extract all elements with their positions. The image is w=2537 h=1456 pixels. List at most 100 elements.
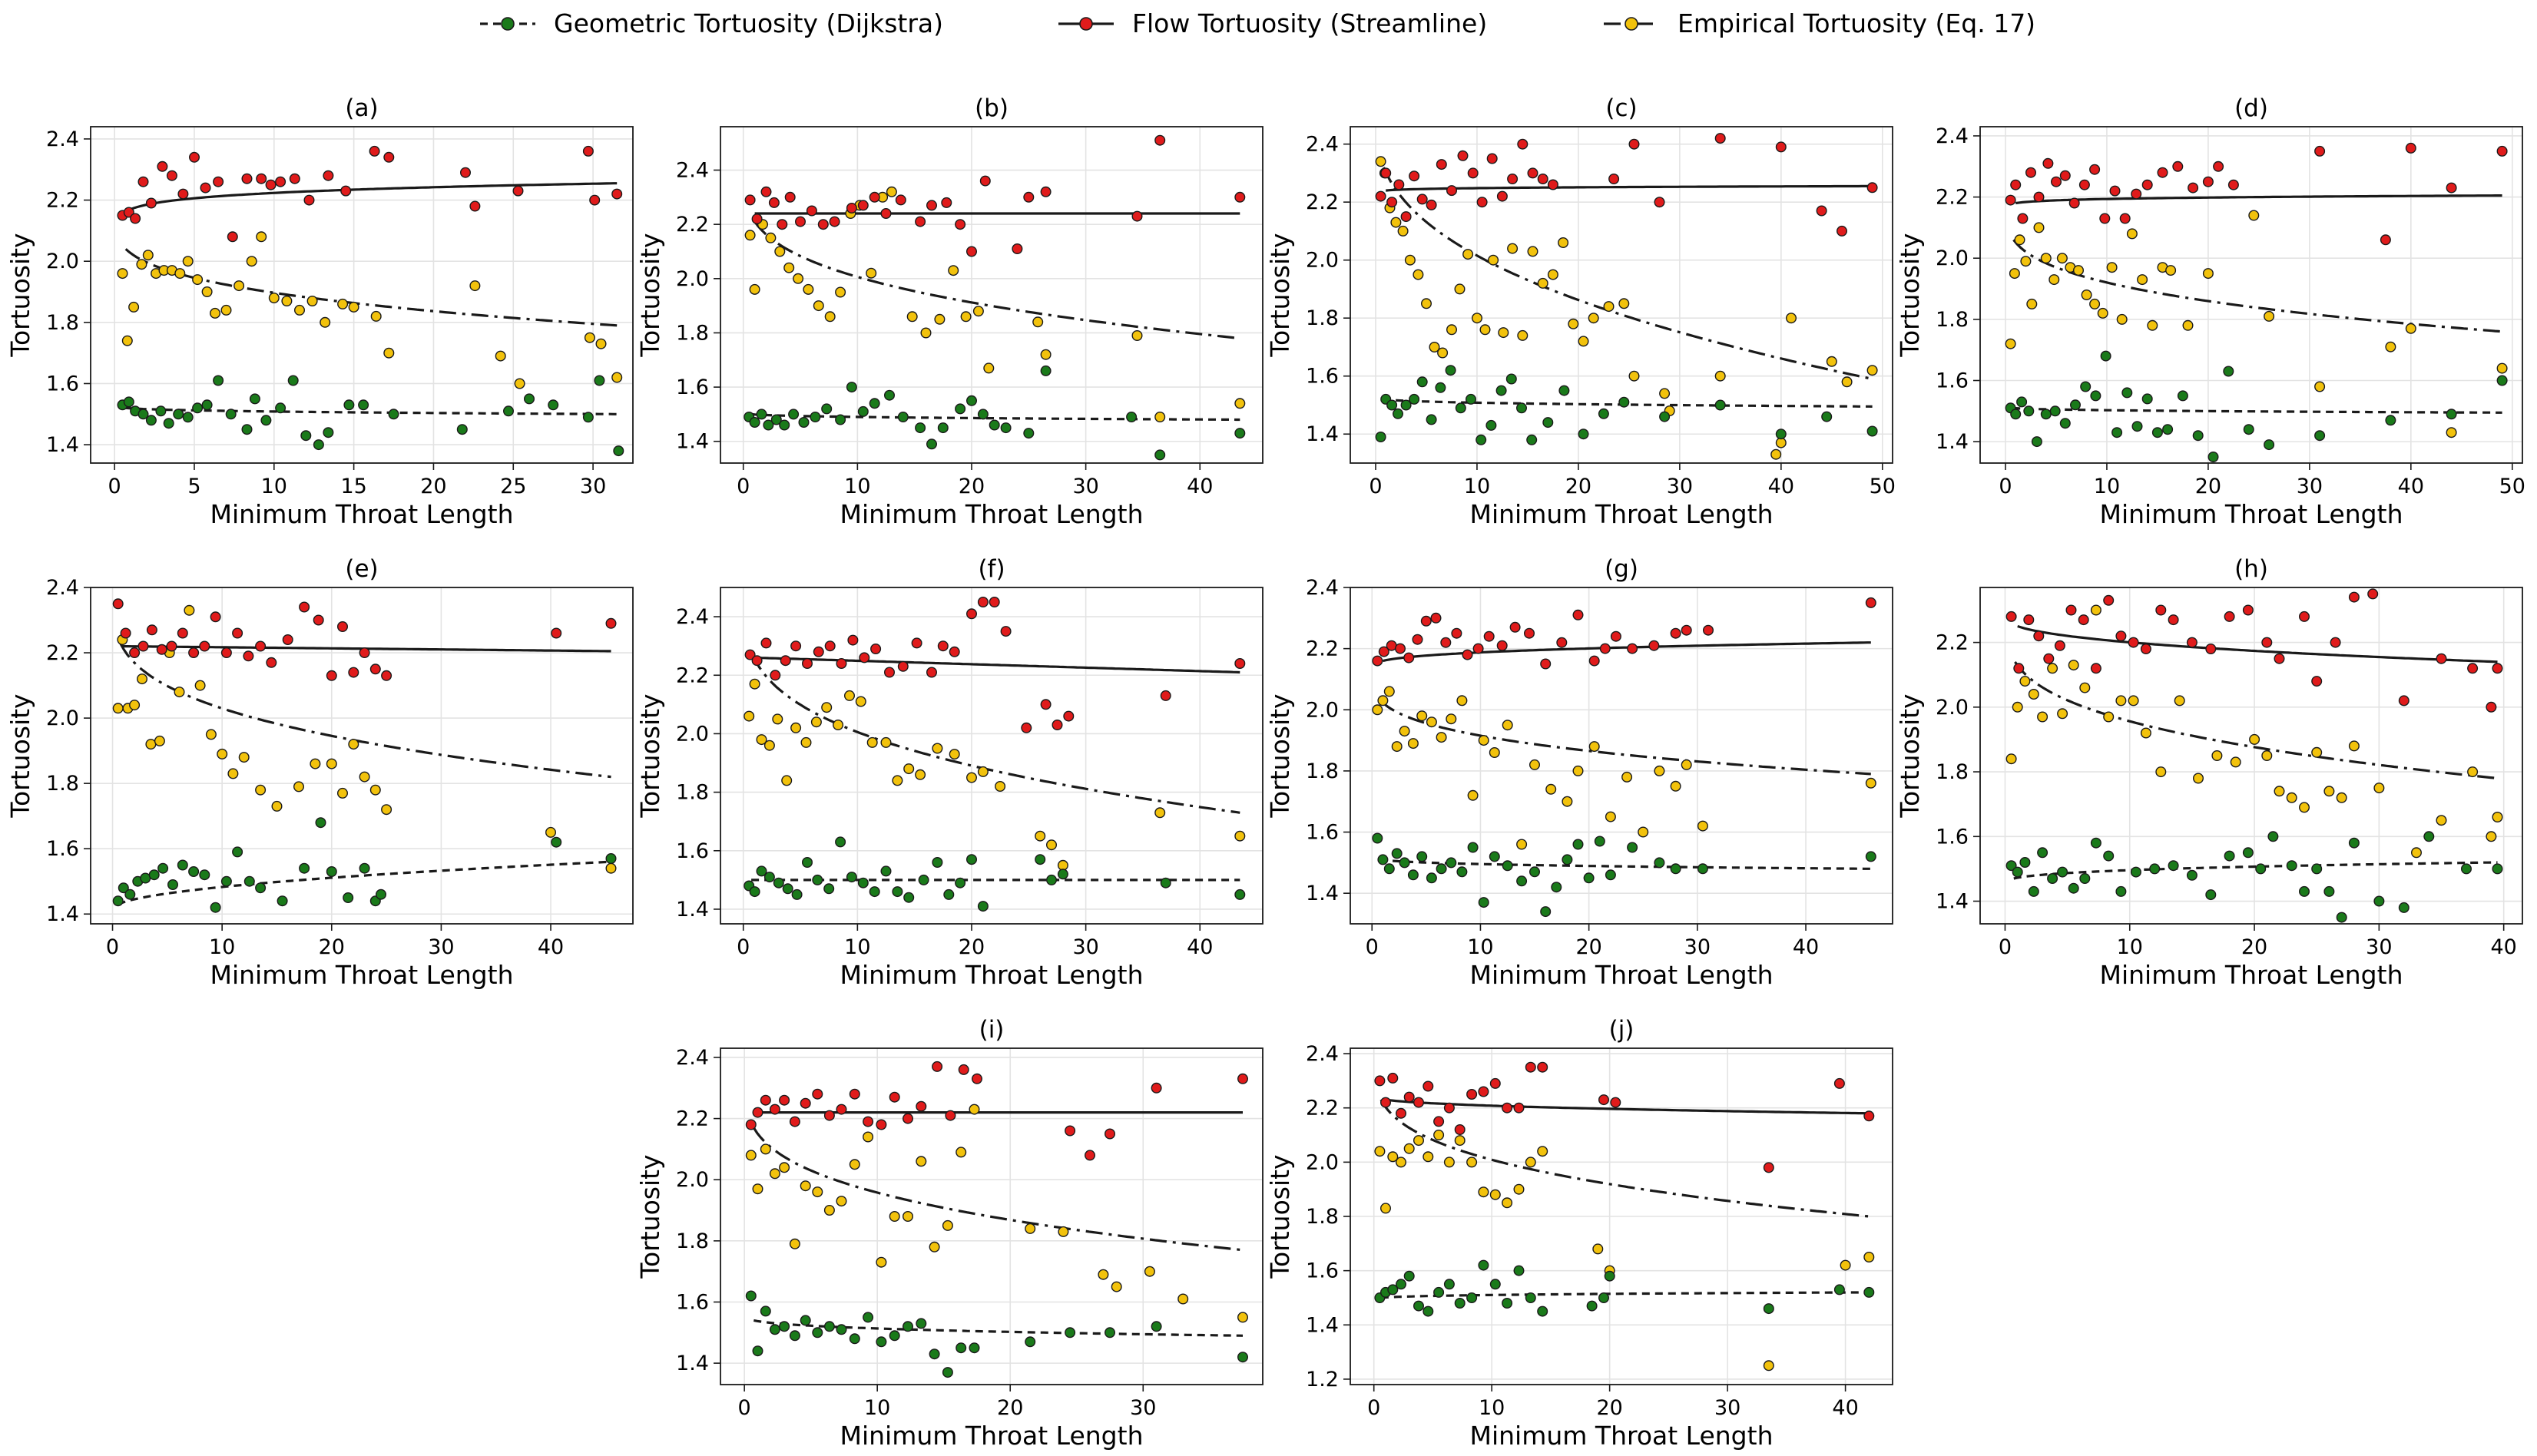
data-point-geo <box>979 409 989 419</box>
y-tick-label: 2.0 <box>676 1168 709 1192</box>
data-point-flow <box>859 653 869 663</box>
data-point-emp <box>2058 709 2068 719</box>
data-point-geo <box>1764 1304 1774 1314</box>
data-point-flow <box>1423 1081 1433 1091</box>
x-tick-label: 30 <box>2366 935 2392 959</box>
data-point-flow <box>461 167 471 177</box>
x-tick-label: 0 <box>738 1396 751 1420</box>
data-point-geo <box>2224 851 2234 861</box>
data-point-geo <box>2024 406 2034 416</box>
data-point-geo <box>747 1291 757 1301</box>
data-point-flow <box>813 1089 823 1099</box>
data-point-geo <box>863 1312 873 1322</box>
data-point-flow <box>770 670 780 680</box>
data-point-emp <box>780 1163 790 1173</box>
data-point-geo <box>2061 419 2071 429</box>
data-point-flow <box>942 198 952 208</box>
data-point-geo <box>277 896 287 906</box>
data-point-flow <box>1238 1074 1248 1084</box>
data-point-emp <box>1518 331 1528 341</box>
data-point-flow <box>304 195 314 205</box>
data-point-emp <box>1604 302 1614 312</box>
data-point-emp <box>221 306 231 316</box>
x-tick-label: 0 <box>1366 935 1379 959</box>
data-point-geo <box>916 423 926 433</box>
data-point-flow <box>1434 1117 1444 1127</box>
data-point-emp <box>1035 831 1045 841</box>
data-point-geo <box>2374 896 2384 906</box>
data-point-flow <box>189 648 199 658</box>
data-point-geo <box>825 1322 835 1332</box>
data-point-emp <box>1562 796 1572 806</box>
x-axis-label: Minimum Throat Length <box>2099 960 2403 990</box>
y-tick-label: 2.4 <box>1936 124 1969 148</box>
data-point-emp <box>202 287 212 297</box>
panel-e: 0 10 20 30 401.41.61.82.02.22.4(e)Minimum Th… <box>0 538 645 998</box>
data-point-flow <box>2368 589 2378 599</box>
data-point-emp <box>2092 605 2101 615</box>
x-tick-label: 30 <box>1714 1396 1740 1420</box>
data-point-geo <box>2091 391 2101 401</box>
data-point-emp <box>2010 269 2020 279</box>
data-point-geo <box>889 1331 899 1341</box>
data-point-geo <box>1698 864 1708 874</box>
data-point-emp <box>1098 1269 1108 1279</box>
legend-label-emp: Empirical Tortuosity (Eq. 17) <box>1678 8 2035 38</box>
data-point-emp <box>612 372 622 382</box>
data-point-emp <box>1867 366 1877 376</box>
data-point-emp <box>327 759 337 769</box>
x-tick-label: 10 <box>1464 475 1490 498</box>
data-point-flow <box>825 1110 835 1120</box>
data-point-emp <box>2406 324 2416 334</box>
x-tick-label: 20 <box>420 475 446 498</box>
data-point-geo <box>1035 855 1045 865</box>
data-point-geo <box>2020 858 2030 868</box>
data-point-emp <box>984 363 994 373</box>
data-point-geo <box>1587 1301 1597 1311</box>
y-tick-label: 1.6 <box>1936 369 1969 392</box>
data-point-geo <box>458 425 468 435</box>
data-point-emp <box>2262 751 2272 761</box>
data-point-flow <box>836 659 846 669</box>
data-point-flow <box>178 628 188 638</box>
data-point-flow <box>323 170 333 180</box>
data-point-geo <box>1526 1293 1536 1303</box>
data-point-flow <box>2468 663 2478 673</box>
data-point-flow <box>1422 617 1432 627</box>
data-point-flow <box>946 1110 956 1120</box>
data-point-emp <box>1155 808 1165 818</box>
data-point-emp <box>2038 712 2048 722</box>
data-point-flow <box>2168 615 2178 625</box>
data-point-geo <box>2058 867 2068 877</box>
data-point-geo <box>2153 428 2163 438</box>
data-point-geo <box>1446 366 1456 376</box>
data-point-emp <box>932 743 942 753</box>
data-point-flow <box>1414 1097 1424 1107</box>
data-point-flow <box>138 177 148 187</box>
legend-item-geo: Geometric Tortuosity (Dijkstra) <box>480 8 943 38</box>
data-point-flow <box>876 1120 886 1130</box>
y-tick-label: 1.8 <box>1306 306 1339 330</box>
data-point-flow <box>863 1117 873 1127</box>
data-point-flow <box>1484 631 1494 641</box>
data-point-emp <box>371 785 381 795</box>
data-point-geo <box>943 1368 953 1378</box>
data-point-geo <box>1866 852 1876 862</box>
y-tick-label: 2.4 <box>676 159 709 183</box>
y-axis-label: Tortuosity <box>1895 693 1925 818</box>
data-point-geo <box>1538 1306 1548 1316</box>
data-point-emp <box>585 333 595 342</box>
data-point-emp <box>876 1257 886 1267</box>
x-tick-label: 0 <box>737 475 750 498</box>
data-point-geo <box>1606 870 1616 880</box>
data-point-flow <box>761 187 771 197</box>
y-tick-label: 1.8 <box>46 311 79 335</box>
y-tick-label: 2.0 <box>676 722 709 746</box>
data-point-geo <box>1541 907 1551 917</box>
data-point-flow <box>1022 723 1032 733</box>
data-point-flow <box>939 641 949 651</box>
data-point-flow <box>1445 1103 1455 1113</box>
data-point-flow <box>2206 644 2216 654</box>
y-tick-label: 2.2 <box>1936 631 1969 655</box>
y-tick-label: 2.4 <box>46 576 79 600</box>
